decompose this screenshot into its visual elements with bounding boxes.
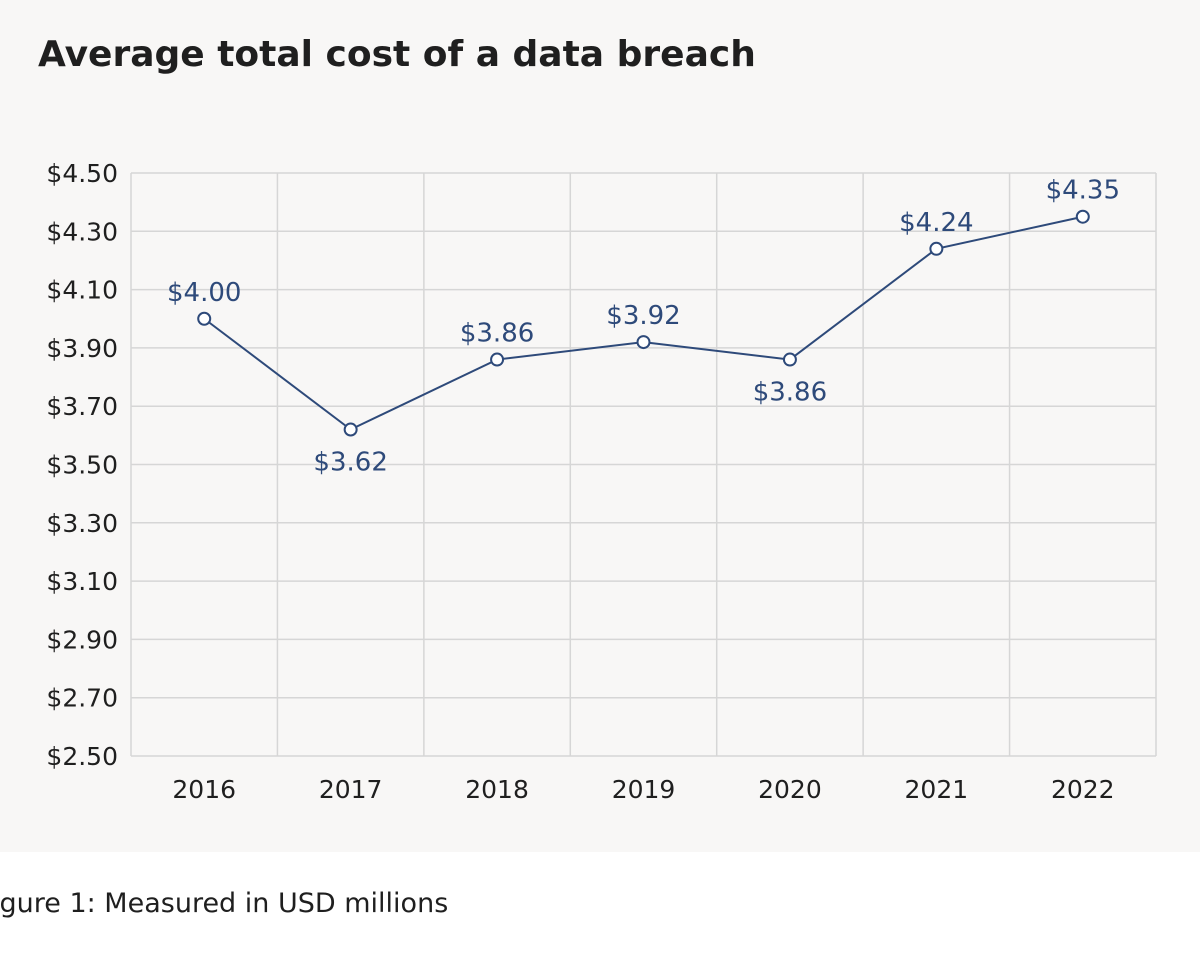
data-label: $4.35 bbox=[1046, 176, 1120, 206]
y-tick-label: $3.90 bbox=[46, 334, 118, 363]
y-tick-label: $2.70 bbox=[46, 684, 118, 713]
y-tick-label: $4.30 bbox=[46, 217, 118, 246]
x-tick-label: 2022 bbox=[1051, 775, 1115, 804]
y-tick-label: $3.50 bbox=[46, 451, 118, 480]
data-point bbox=[782, 352, 797, 367]
y-tick-label: $3.70 bbox=[46, 392, 118, 421]
y-tick-label: $3.10 bbox=[46, 567, 118, 596]
data-label: $3.86 bbox=[460, 319, 534, 349]
x-tick-label: 2016 bbox=[172, 775, 236, 804]
y-tick-label: $2.50 bbox=[46, 742, 118, 771]
x-tick-label: 2018 bbox=[465, 775, 529, 804]
x-tick-label: 2017 bbox=[319, 775, 383, 804]
data-label: $3.86 bbox=[753, 378, 827, 408]
x-tick-label: 2021 bbox=[905, 775, 969, 804]
chart-title: Average total cost of a data breach bbox=[38, 34, 756, 75]
y-tick-label: $4.50 bbox=[46, 159, 118, 188]
data-point bbox=[636, 335, 651, 350]
data-label: $4.00 bbox=[167, 278, 241, 308]
data-point bbox=[929, 241, 944, 256]
data-point bbox=[343, 422, 358, 437]
data-label: $3.92 bbox=[606, 301, 680, 331]
data-point bbox=[1075, 209, 1090, 224]
x-tick-label: 2020 bbox=[758, 775, 822, 804]
y-tick-label: $4.10 bbox=[46, 276, 118, 305]
y-tick-label: $2.90 bbox=[46, 625, 118, 654]
line-chart: $2.50 $2.70 $2.90 $3.10 $3.30 $3.50 $3.70 $3.90… bbox=[46, 159, 1157, 804]
y-tick-label: $3.30 bbox=[46, 509, 118, 538]
data-label: $4.24 bbox=[899, 208, 973, 238]
data-label: $3.62 bbox=[313, 448, 387, 478]
data-point bbox=[197, 311, 212, 326]
x-tick-label: 2019 bbox=[612, 775, 676, 804]
figure-caption: igure 1: Measured in USD millions bbox=[0, 888, 449, 919]
data-point bbox=[490, 352, 505, 367]
